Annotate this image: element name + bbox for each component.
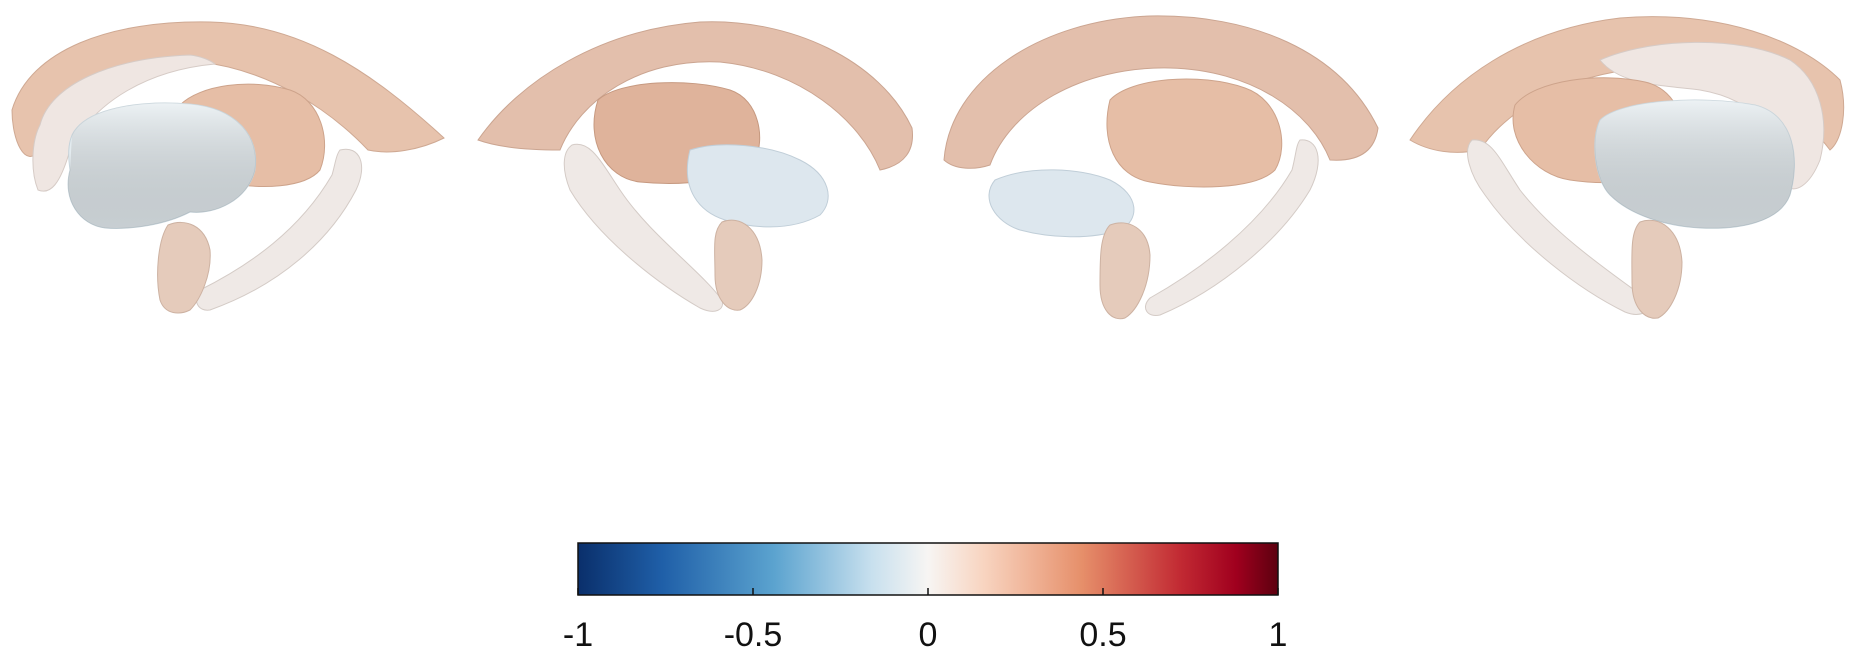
view-right-lateral [1409,16,1845,319]
colorbar-tick-label: -1 [562,616,594,654]
hippocampus-shape [195,148,363,311]
colorbar-tick-label: 0 [918,616,938,654]
caudate-shape [477,21,914,171]
view-right-medial [943,15,1379,320]
caudate-shape [943,15,1379,169]
amygdala-shape [714,219,763,311]
amygdala-shape [1631,219,1683,319]
caudate-inner-shape [32,54,217,192]
putamen-shape [1106,78,1283,188]
amygdala-shape [1099,222,1151,320]
hippocampus-shape [1145,139,1319,317]
shading-overlay [68,103,256,229]
thalamus-shape [686,144,829,228]
colorbar-tick-label: 0.5 [1079,616,1127,654]
colorbar-gradient [577,542,1279,596]
shading-overlay [1594,100,1795,229]
caudate-inner-shape [1599,41,1825,190]
colorbar-ticks [577,588,1279,595]
view-left-lateral [11,21,445,314]
colorbar [577,542,1279,596]
colorbar-tick-label: 1 [1268,616,1288,654]
colorbar-tick-label: -0.5 [723,616,783,654]
view-left-medial [477,21,914,312]
amygdala-shape [157,221,211,314]
hippocampus-shape [563,143,724,312]
